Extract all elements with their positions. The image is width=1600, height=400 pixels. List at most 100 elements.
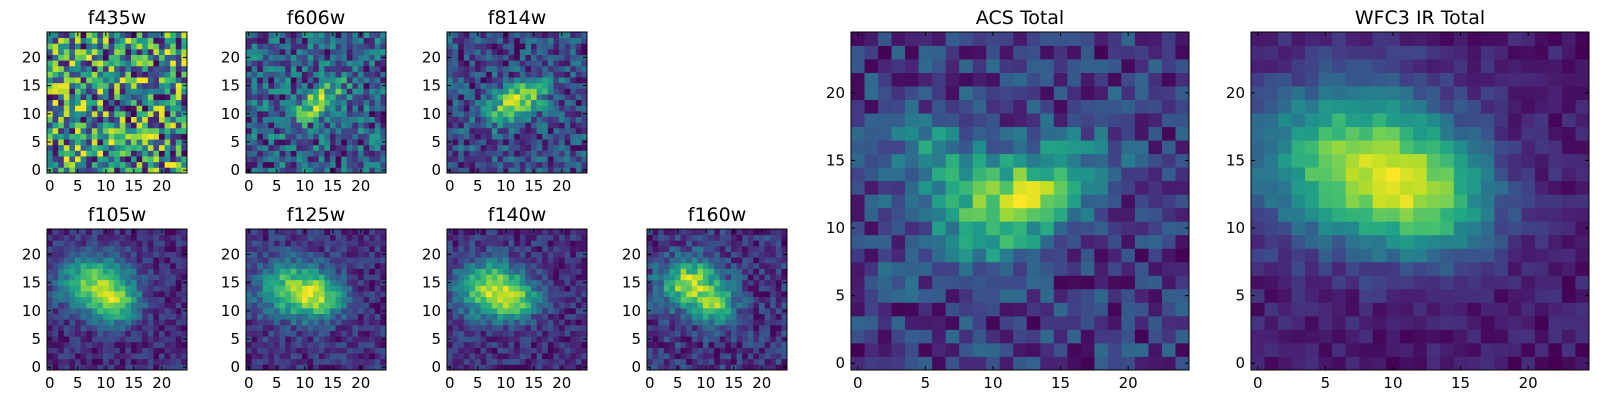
heatmap-cell (80, 291, 87, 298)
heatmap-cell (719, 268, 726, 275)
heatmap-cell (58, 65, 65, 72)
heatmap-cell (175, 94, 182, 101)
x-tick-label: 10 (496, 374, 515, 392)
heatmap-cell (564, 245, 571, 252)
heatmap-cell (170, 60, 177, 67)
heatmap-cell (119, 167, 126, 174)
heatmap-cell (669, 274, 676, 281)
heatmap-cell (170, 54, 177, 61)
heatmap-cell (581, 161, 588, 168)
heatmap-cell (47, 156, 53, 163)
heatmap-cell (570, 285, 577, 292)
heatmap-cell (680, 285, 687, 292)
heatmap-cell (114, 139, 121, 146)
heatmap-cell (75, 99, 81, 106)
heatmap-cell (469, 240, 476, 247)
heatmap-cell (181, 353, 188, 360)
heatmap-cell (725, 336, 732, 343)
heatmap-cell (279, 307, 286, 314)
heatmap-cell (324, 291, 331, 298)
heatmap-cell (581, 353, 588, 360)
heatmap-cell (497, 161, 504, 168)
heatmap-cell (63, 150, 70, 157)
heatmap-cell (159, 43, 165, 50)
heatmap-cell (313, 262, 320, 269)
heatmap-cell (480, 353, 487, 360)
heatmap-cell (136, 116, 143, 123)
heatmap-cell (63, 291, 70, 298)
heatmap-cell (374, 54, 381, 61)
x-tick-label: 5 (73, 177, 83, 195)
heatmap-cell (97, 43, 104, 50)
heatmap-cell (1107, 342, 1122, 357)
heatmap-cell (486, 116, 493, 123)
heatmap-cell (691, 251, 698, 258)
heatmap-cell (246, 94, 252, 101)
heatmap-cell (80, 156, 87, 163)
heatmap-cell (313, 110, 320, 117)
heatmap-cell (318, 54, 325, 61)
heatmap-cell (91, 307, 98, 314)
heatmap-cell (307, 285, 314, 292)
heatmap-cell (257, 122, 264, 129)
heatmap-cell (75, 291, 81, 298)
heatmap-cell (69, 358, 76, 365)
heatmap-cell (142, 240, 149, 247)
heatmap-cell (503, 291, 509, 298)
y-tick-label: 15 (22, 274, 41, 292)
heatmap-cell (257, 251, 264, 258)
heatmap-cell (374, 257, 381, 264)
heatmap-cell (318, 133, 325, 140)
y-tick-label: 20 (221, 245, 240, 263)
heatmap-cell (497, 60, 504, 67)
heatmap-cell (58, 330, 65, 337)
heatmap-cell (380, 296, 387, 303)
heatmap-cell (514, 240, 521, 247)
heatmap-cell (497, 122, 504, 129)
heatmap-cell (553, 268, 560, 275)
heatmap-cell (346, 37, 353, 44)
heatmap-cell (119, 274, 126, 281)
heatmap-cell (125, 285, 132, 292)
heatmap-cell (307, 251, 314, 258)
heatmap-cell (553, 133, 560, 140)
heatmap-cell (369, 319, 376, 326)
heatmap-cell (63, 257, 70, 264)
heatmap-cell (542, 110, 549, 117)
heatmap-cell (486, 110, 493, 117)
heatmap-cell (525, 167, 532, 174)
heatmap-cell (759, 307, 765, 314)
heatmap-cell (246, 37, 252, 44)
heatmap-cell (1121, 221, 1136, 236)
heatmap-cell (125, 54, 132, 61)
heatmap-cell (447, 234, 453, 241)
heatmap-cell (69, 48, 76, 55)
heatmap-cell (999, 167, 1014, 182)
heatmap-cell (469, 71, 476, 78)
heatmap-cell (125, 319, 132, 326)
heatmap-cell (302, 307, 308, 314)
heatmap-cell (374, 307, 381, 314)
heatmap-cell (747, 319, 754, 326)
heatmap-cell (170, 71, 177, 78)
heatmap-cell (536, 268, 543, 275)
heatmap-cell (691, 229, 698, 236)
heatmap-cell (742, 336, 749, 343)
heatmap-cell (458, 319, 465, 326)
heatmap-cell (1175, 342, 1190, 357)
heatmap-cell (491, 296, 498, 303)
heatmap-cell (363, 139, 370, 146)
heatmap-cell (75, 274, 81, 281)
heatmap-cell (58, 144, 65, 151)
heatmap-cell (525, 268, 532, 275)
heatmap-cell (346, 110, 353, 117)
heatmap-cell (290, 48, 297, 55)
heatmap-cell (125, 296, 132, 303)
heatmap-cell (181, 319, 188, 326)
heatmap-cell (136, 279, 143, 286)
heatmap-cell (575, 285, 582, 292)
heatmap-cell (97, 127, 104, 134)
heatmap-cell (514, 353, 521, 360)
heatmap-cell (52, 307, 59, 314)
heatmap-cell (290, 285, 297, 292)
